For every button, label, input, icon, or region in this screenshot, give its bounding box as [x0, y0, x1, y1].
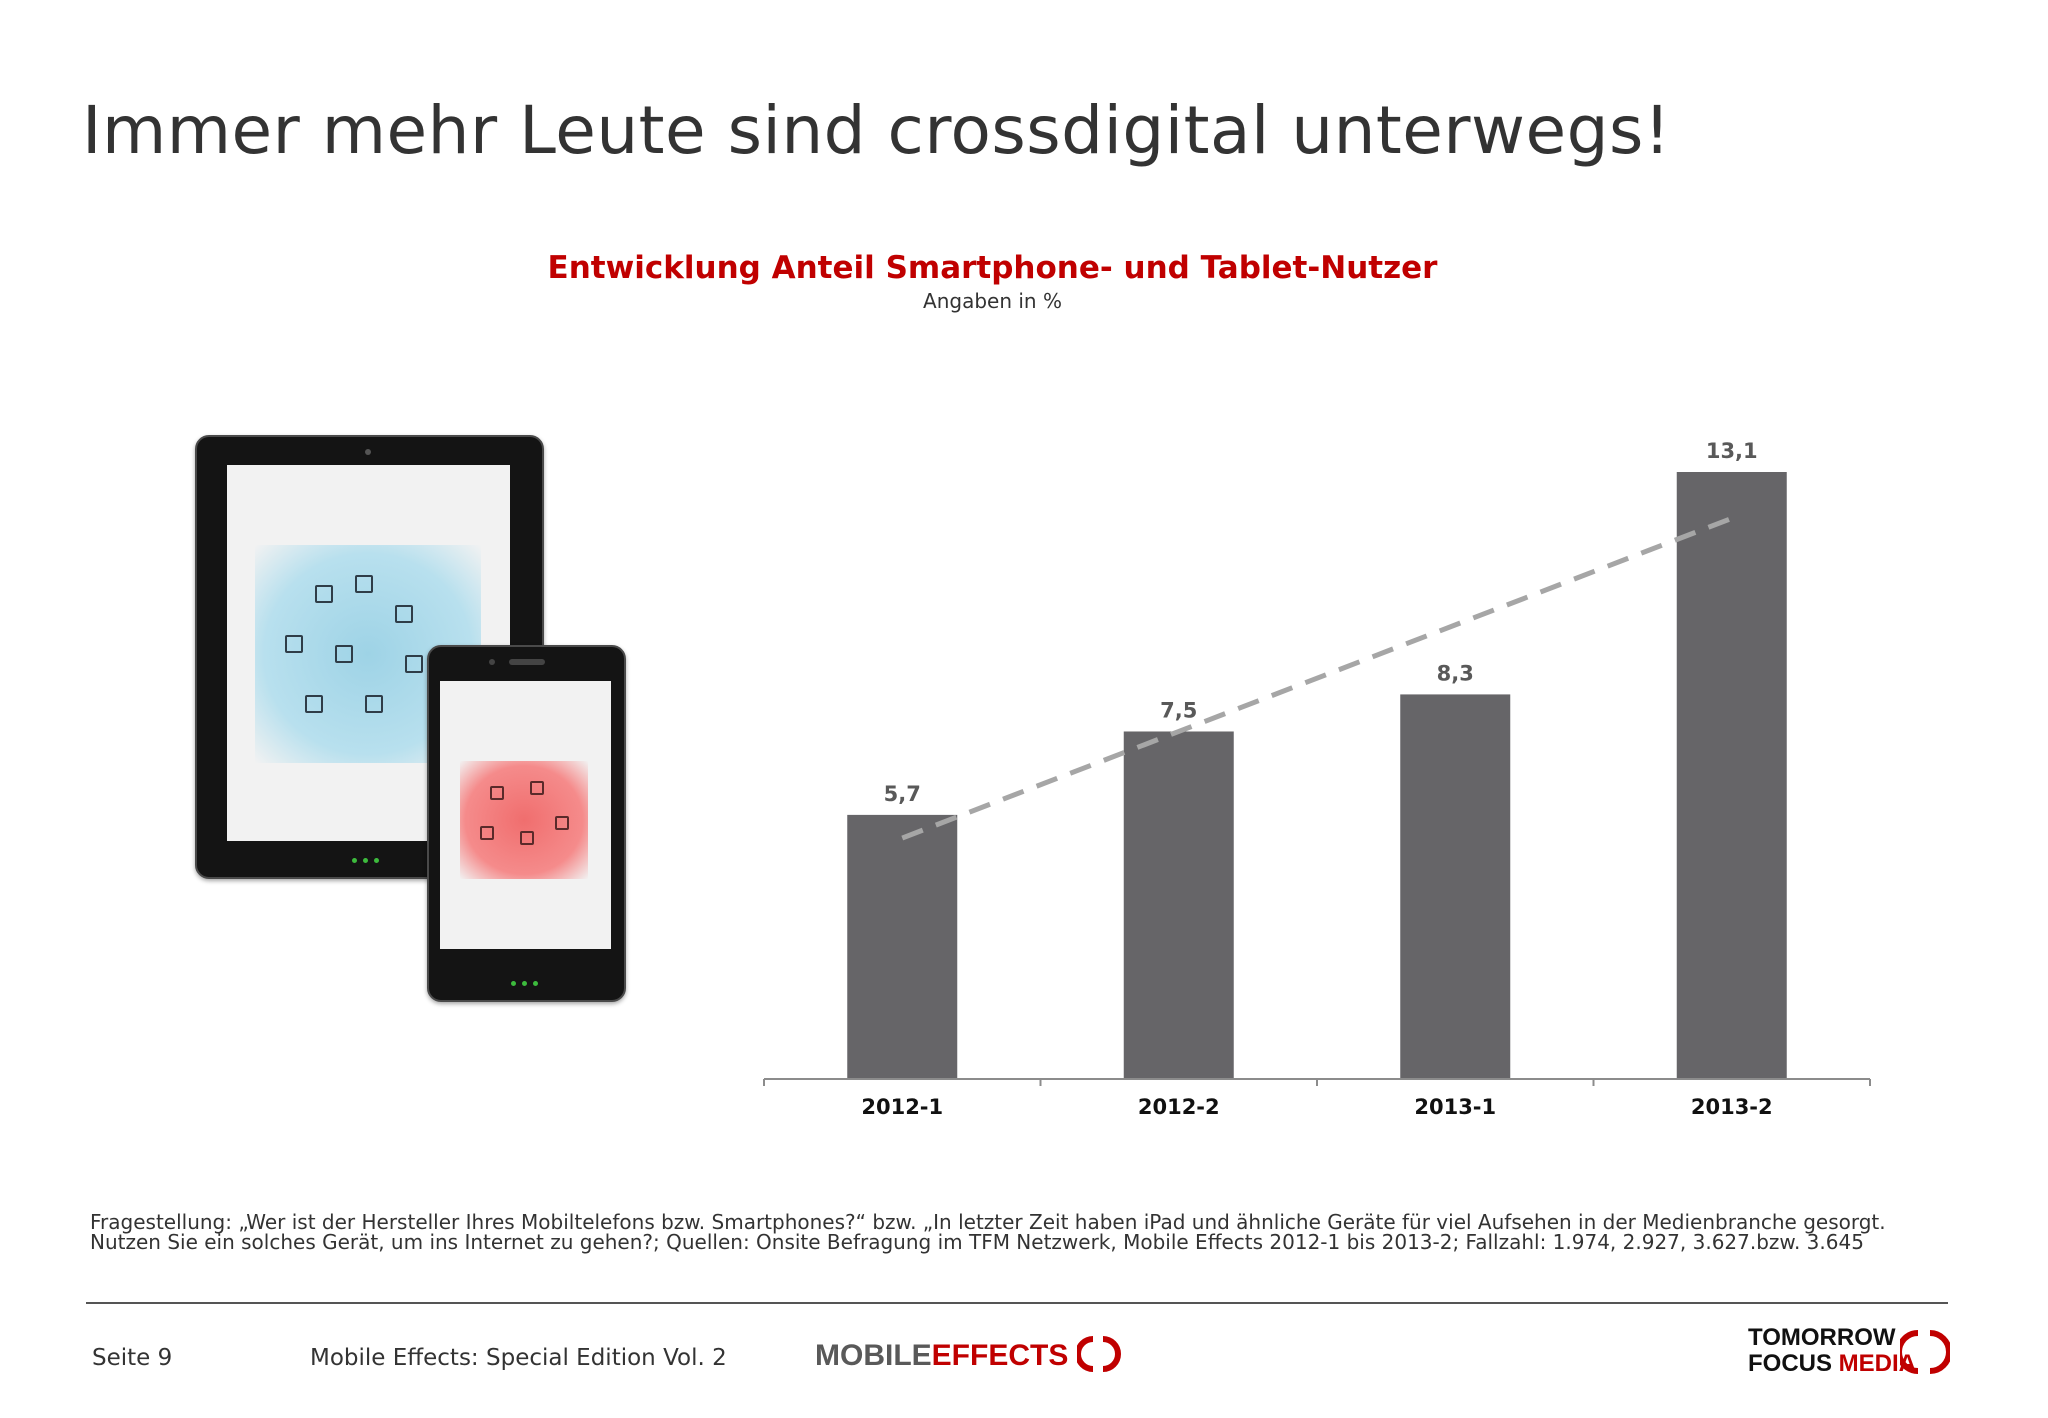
- page-number: Seite 9: [92, 1345, 173, 1371]
- x-tick-label-2013-2: 2013-2: [1691, 1095, 1773, 1119]
- footer-divider: [86, 1302, 1948, 1304]
- logo-tfm-line1: TOMORROW: [1748, 1324, 1896, 1351]
- mobile-effects-logo: MOBILEEFFECTS: [815, 1335, 1123, 1373]
- footnote: Fragestellung: „Wer ist der Hersteller I…: [90, 1210, 1886, 1254]
- data-label-2013-1: 8,3: [1437, 661, 1474, 685]
- bar-2012-1: [847, 814, 958, 1079]
- tfm-mark-icon: [1900, 1330, 1950, 1374]
- chart-title: Entwicklung Anteil Smartphone- und Table…: [547, 250, 1438, 286]
- edition-label: Mobile Effects: Special Edition Vol. 2: [310, 1345, 727, 1371]
- devices-illustration: [195, 435, 626, 1005]
- x-tick-label-2013-1: 2013-1: [1414, 1095, 1496, 1119]
- phone-camera: [489, 659, 495, 665]
- data-label-2012-2: 7,5: [1160, 698, 1197, 722]
- data-label-2013-2: 13,1: [1706, 439, 1758, 463]
- tablet-camera: [365, 449, 371, 455]
- trend-line: [901, 516, 1733, 841]
- logo-mobile-text: MOBILE: [815, 1339, 932, 1372]
- chart-subtitle: Angaben in %: [923, 289, 1062, 313]
- phone-screen: [440, 681, 611, 949]
- phone-speaker: [509, 659, 545, 665]
- logo-effects-text: EFFECTS: [931, 1339, 1069, 1372]
- network-icons-graphic-red: [460, 761, 588, 879]
- page-title: Immer mehr Leute sind crossdigital unter…: [82, 92, 1671, 169]
- x-tick-label-2012-2: 2012-2: [1138, 1095, 1220, 1119]
- tomorrow-focus-media-logo: TOMORROW FOCUS MEDIA: [1748, 1325, 1916, 1377]
- logo-tfm-focus: FOCUS: [1748, 1350, 1839, 1377]
- phone-indicator-dots: [511, 981, 538, 986]
- bar-2013-1: [1400, 694, 1511, 1079]
- x-tick-label-2012-1: 2012-1: [861, 1095, 943, 1119]
- bar-2012-2: [1123, 731, 1234, 1079]
- bar-2013-2: [1676, 472, 1787, 1079]
- data-label-2012-1: 5,7: [884, 782, 921, 806]
- tablet-indicator-dots: [352, 858, 379, 863]
- smartphone-image: [427, 645, 626, 1002]
- mobile-effects-mark-icon: [1074, 1336, 1121, 1372]
